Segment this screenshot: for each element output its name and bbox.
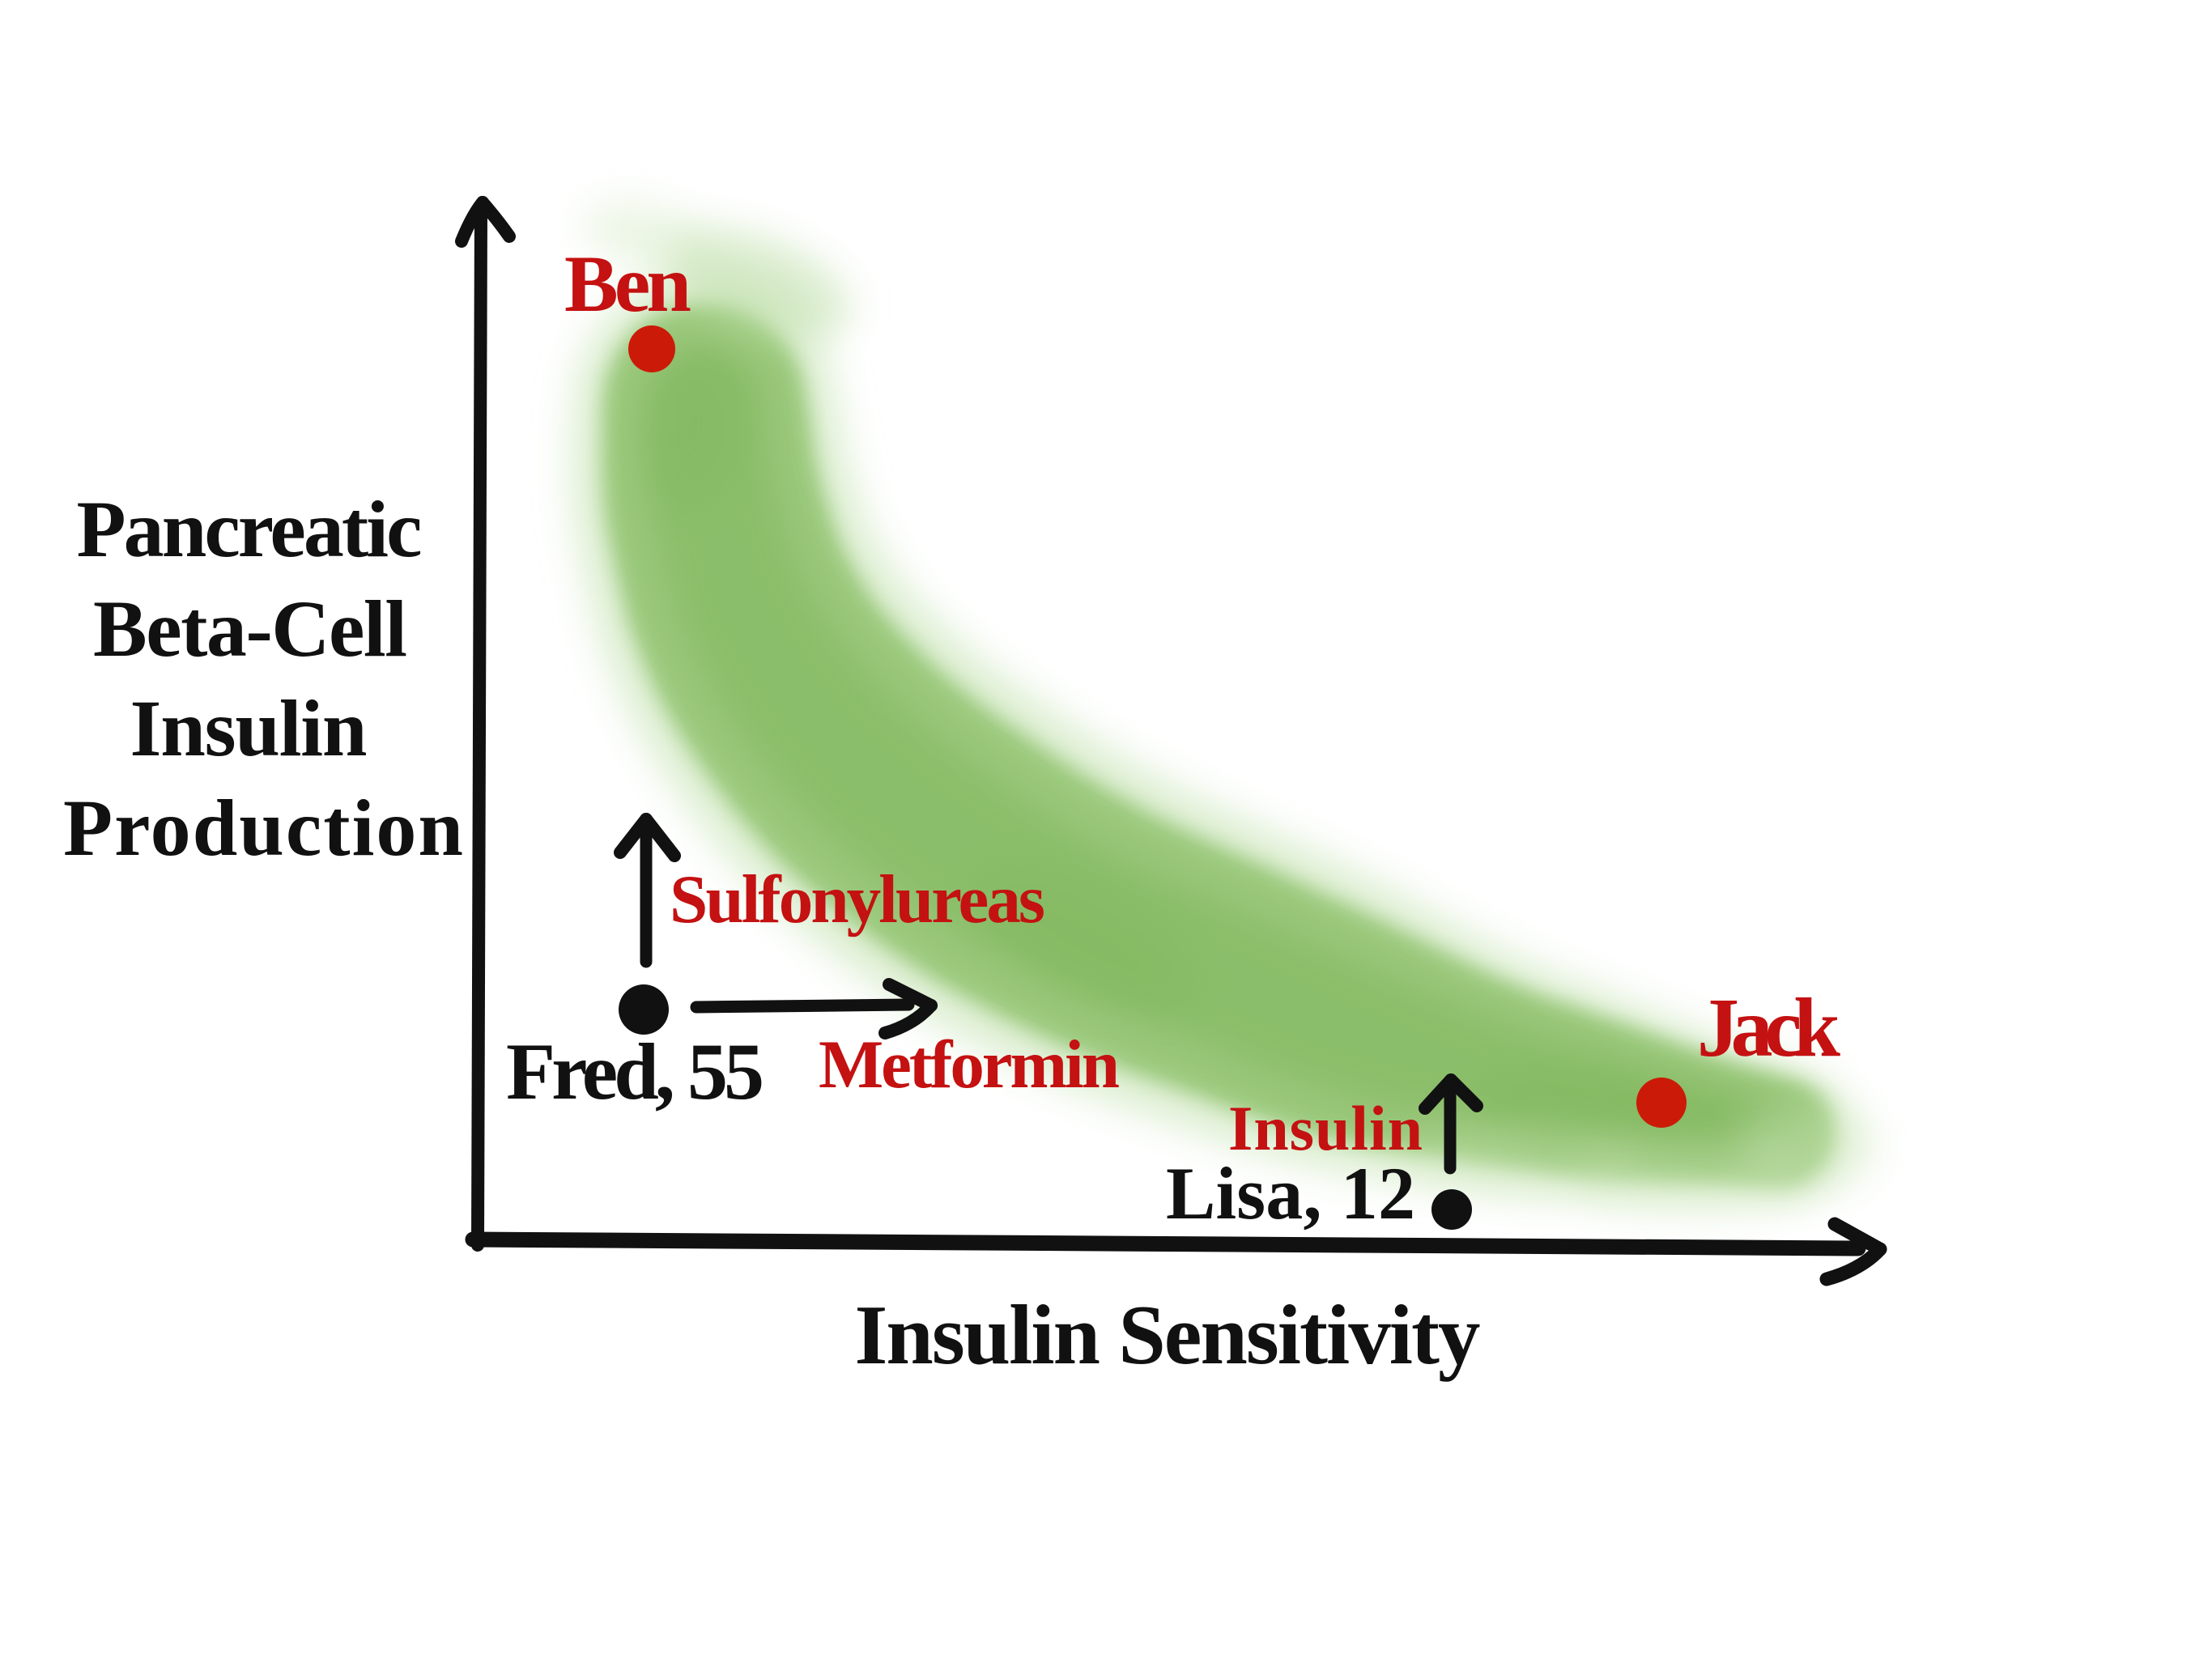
svg-text:Lisa, 12: Lisa, 12 <box>1166 1152 1415 1235</box>
svg-text:Jack: Jack <box>1697 981 1840 1074</box>
svg-text:Production: Production <box>63 783 463 873</box>
svg-text:Fred, 55: Fred, 55 <box>506 1027 764 1116</box>
svg-text:Insulin Sensitivity: Insulin Sensitivity <box>855 1287 1481 1382</box>
svg-text:Pancreatic: Pancreatic <box>77 484 423 574</box>
svg-text:Insulin: Insulin <box>1228 1093 1423 1163</box>
svg-text:Insulin: Insulin <box>130 683 368 773</box>
svg-text:Ben: Ben <box>564 239 691 329</box>
svg-text:Beta-Cell: Beta-Cell <box>93 584 407 674</box>
svg-text:Metformin: Metformin <box>819 1027 1120 1103</box>
svg-text:Sulfonylureas: Sulfonylureas <box>670 861 1045 937</box>
